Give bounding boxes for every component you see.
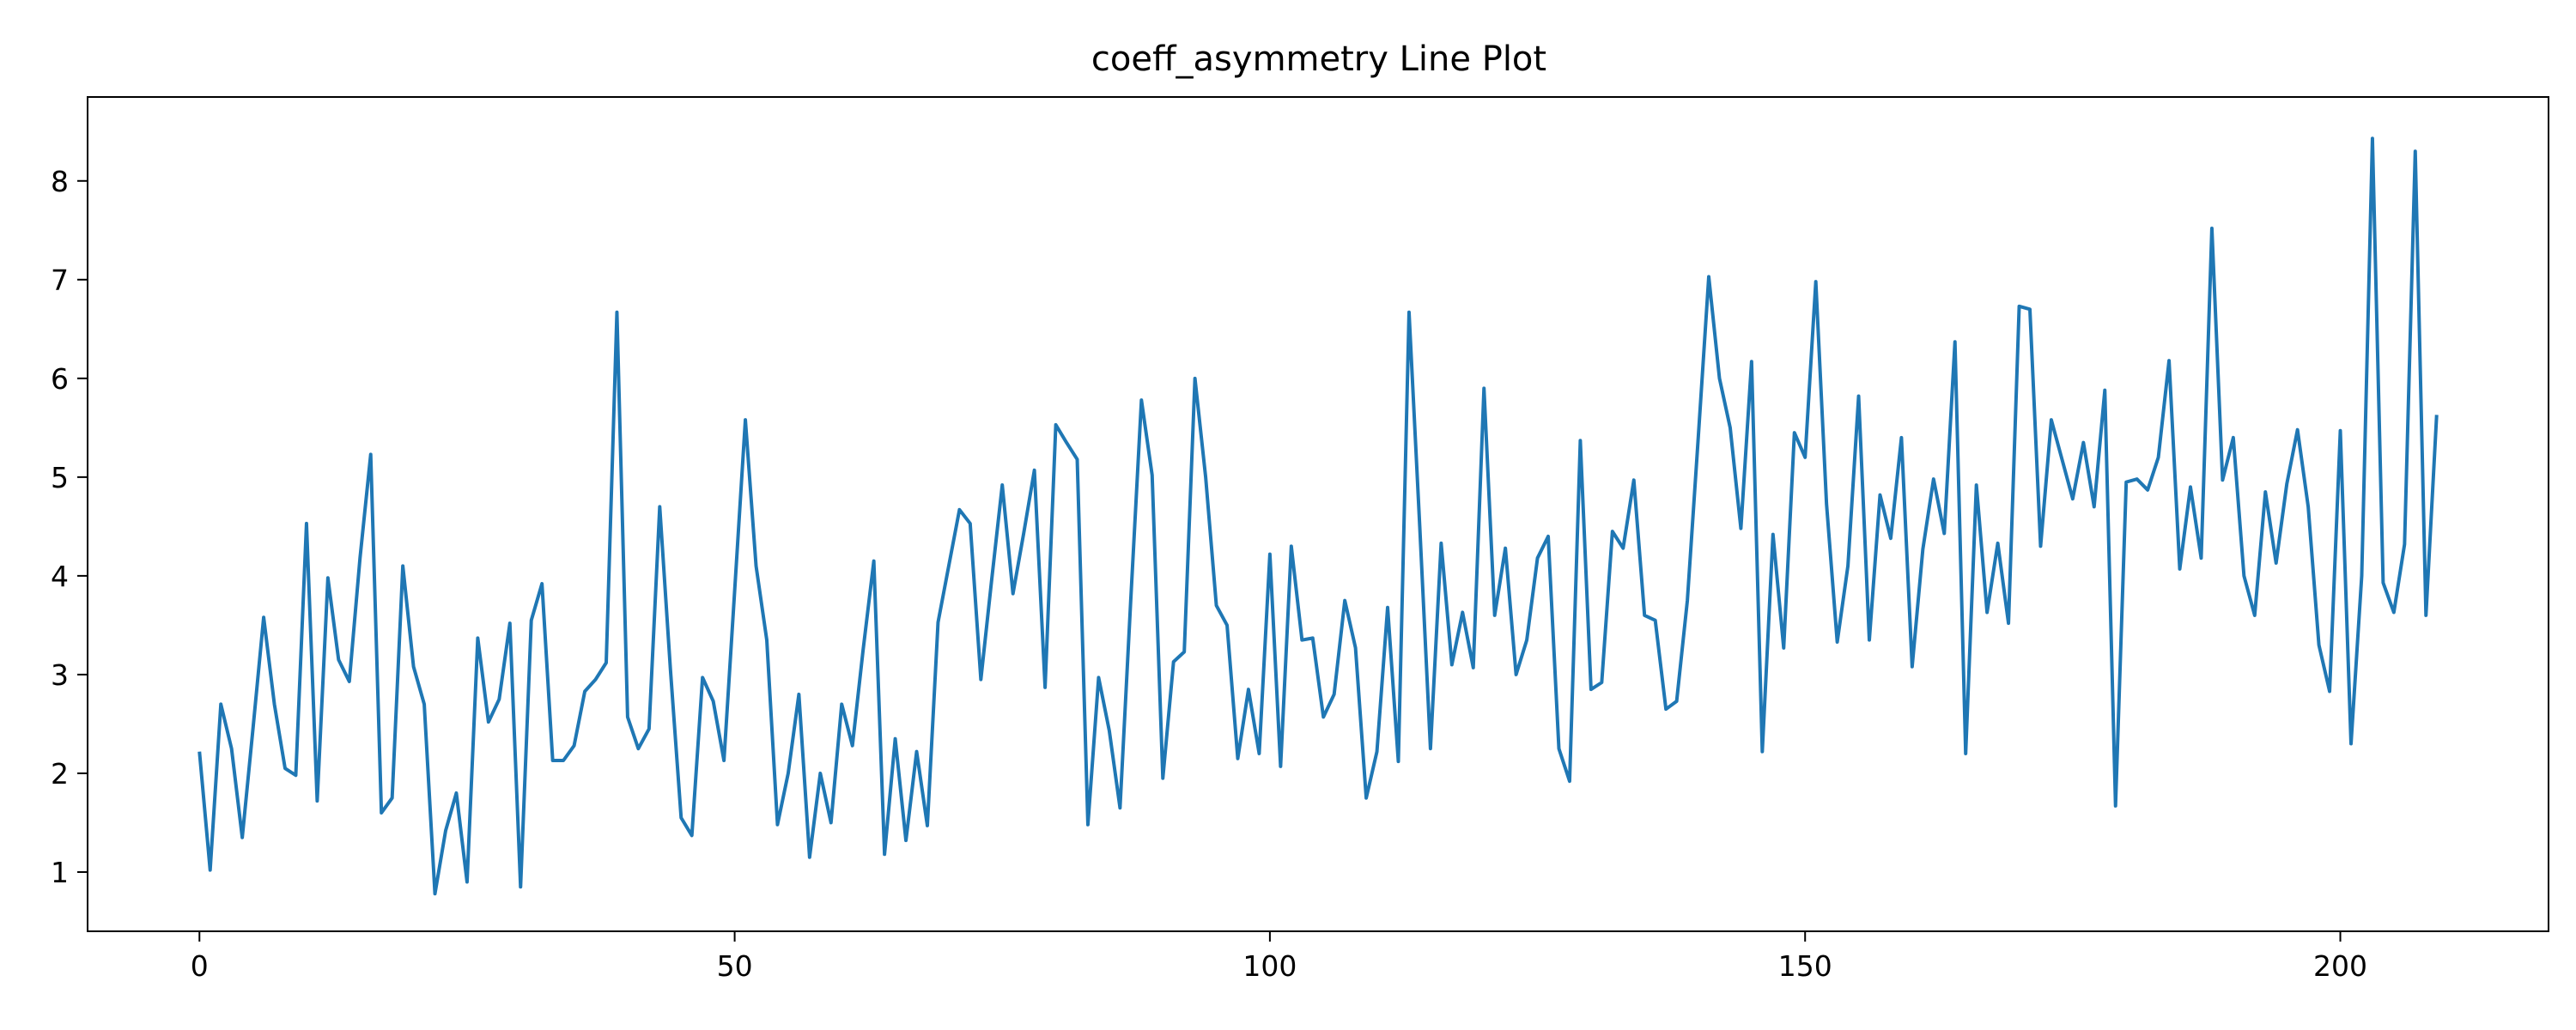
y-tick-label: 7 [51,264,69,297]
y-tick-label: 3 [51,658,69,692]
y-tick-label: 1 [51,856,69,889]
y-tick-label: 4 [51,560,69,593]
series-line-0 [197,136,2439,896]
x-tick-label: 100 [1242,949,1297,983]
chart-title: coeff_asymmetry Line Plot [1091,39,1546,79]
x-tick-label: 150 [1778,949,1832,983]
x-tick-label: 50 [717,949,753,983]
y-tick-label: 6 [51,362,69,396]
y-tick-label: 8 [51,165,69,198]
x-axis: 0 50 100 150 200 [191,931,2367,983]
y-axis: 1 2 3 4 5 6 7 8 [51,165,88,889]
x-tick-label: 200 [2313,949,2367,983]
y-tick-label: 2 [51,757,69,791]
x-tick-label: 0 [191,949,209,983]
y-tick-label: 5 [51,461,69,494]
series-layer [197,136,2439,896]
plot-frame [87,96,2549,932]
